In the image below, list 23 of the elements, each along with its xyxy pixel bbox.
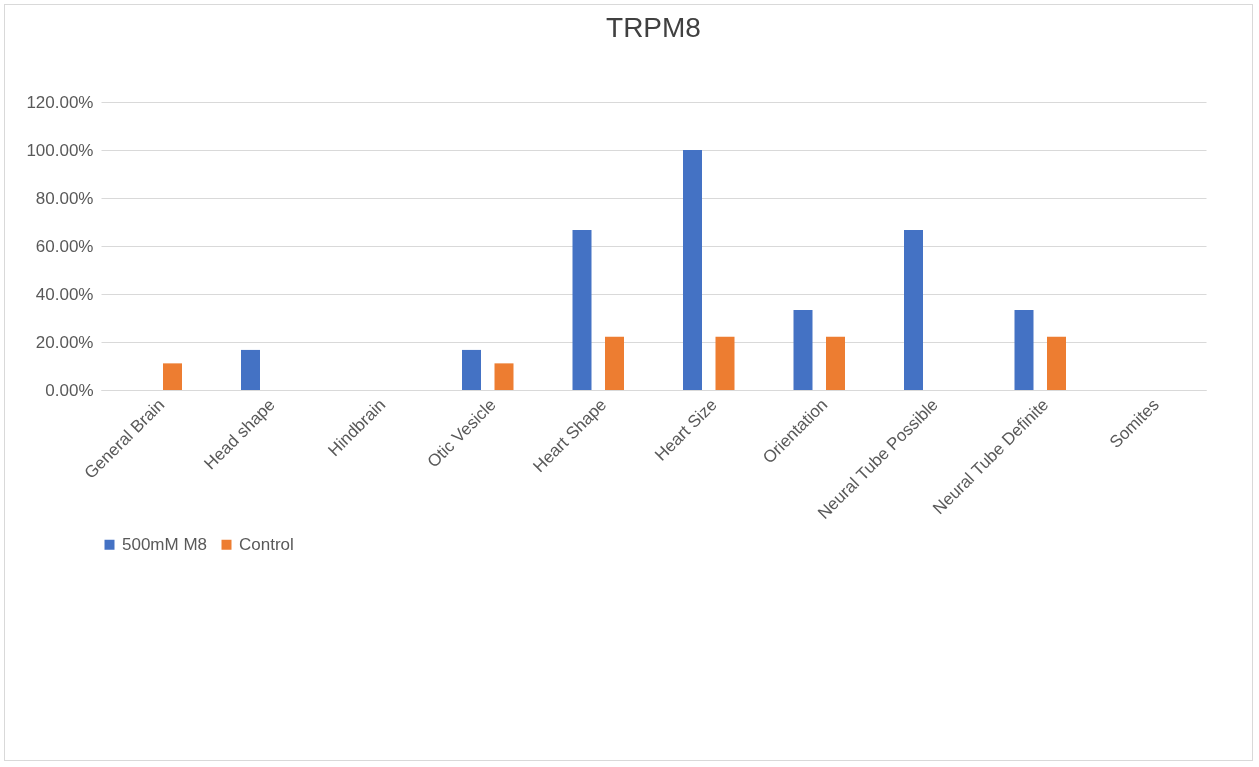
y-tick-label: 80.00% xyxy=(35,188,94,208)
chart-title: TRPM8 xyxy=(606,12,701,43)
y-tick-label: 100.00% xyxy=(26,140,94,160)
bar xyxy=(605,336,624,390)
bar xyxy=(793,310,813,390)
y-tick-label: 40.00% xyxy=(35,284,94,304)
bar xyxy=(826,336,845,390)
bar xyxy=(494,363,514,390)
bar xyxy=(683,150,702,390)
legend-label: Control xyxy=(239,534,294,554)
bar xyxy=(1047,336,1066,390)
y-tick-label: 60.00% xyxy=(35,236,94,256)
bar xyxy=(1014,310,1034,390)
legend-label: 500mM M8 xyxy=(122,534,208,554)
bar xyxy=(241,349,260,390)
bar xyxy=(462,349,481,390)
bar xyxy=(572,229,592,390)
y-tick-label: 120.00% xyxy=(26,92,94,112)
bar xyxy=(715,336,735,390)
bar xyxy=(904,229,923,390)
y-tick-label: 0.00% xyxy=(45,380,94,400)
y-tick-label: 20.00% xyxy=(35,332,94,352)
bar xyxy=(163,363,182,390)
